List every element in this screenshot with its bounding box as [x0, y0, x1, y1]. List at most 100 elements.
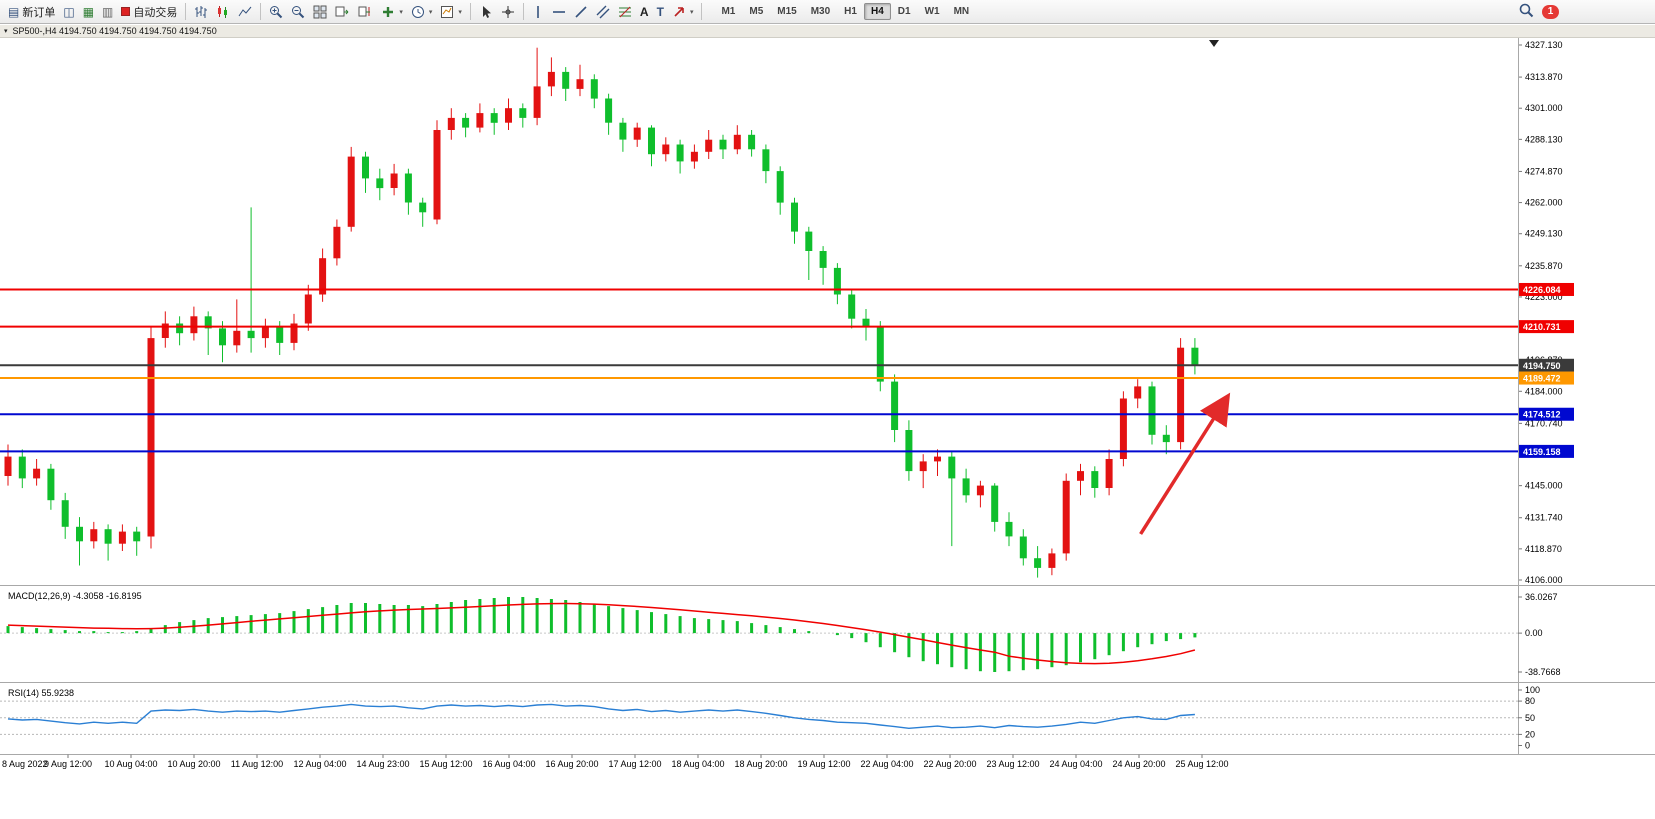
candlesticks [4, 47, 1199, 578]
fibonacci-icon [618, 5, 632, 19]
svg-text:16 Aug 20:00: 16 Aug 20:00 [545, 759, 598, 769]
svg-text:16 Aug 04:00: 16 Aug 04:00 [482, 759, 535, 769]
crosshair-button[interactable] [497, 1, 519, 22]
svg-text:4288.130: 4288.130 [1525, 134, 1563, 144]
svg-text:4106.000: 4106.000 [1525, 575, 1563, 585]
data-window-icon: ▥ [102, 4, 114, 19]
svg-text:22 Aug 04:00: 22 Aug 04:00 [860, 759, 913, 769]
svg-text:24 Aug 20:00: 24 Aug 20:00 [1112, 759, 1165, 769]
zoom-in-icon [269, 5, 283, 19]
toolbar-separator [185, 3, 187, 20]
chevron-down-icon: ▾ [689, 8, 694, 16]
arrows-tool-button[interactable]: ▾ [668, 1, 698, 22]
price-axis[interactable]: 4327.130 4313.870 4301.000 4288.130 4274.870… [1518, 40, 1563, 585]
svg-text:17 Aug 12:00: 17 Aug 12:00 [608, 759, 661, 769]
horizontal-line-button[interactable] [548, 1, 570, 22]
zoom-out-button[interactable] [287, 1, 309, 22]
timeframe-H4[interactable]: H4 [863, 3, 891, 20]
trend-arrow[interactable] [1139, 392, 1231, 535]
tile-windows-button[interactable] [309, 1, 331, 22]
svg-text:4301.000: 4301.000 [1525, 103, 1563, 113]
notification-badge[interactable]: 1 [1542, 4, 1559, 19]
toolbar-separator [701, 3, 703, 20]
chart-title: SP500-,H4 4194.750 4194.750 4194.750 419… [12, 26, 217, 36]
indicators-button[interactable]: ▾ [377, 1, 407, 22]
toolbar-separator [522, 3, 524, 20]
panel-separators[interactable] [0, 38, 1655, 755]
timeframe-W1[interactable]: W1 [924, 6, 940, 17]
svg-text:4249.130: 4249.130 [1525, 229, 1563, 239]
tile-windows-icon [313, 5, 327, 19]
svg-text:15 Aug 12:00: 15 Aug 12:00 [419, 759, 472, 769]
new-order-button[interactable]: ▤ 新订单 [4, 1, 59, 22]
search-icon[interactable] [1519, 3, 1534, 21]
chevron-down-icon: ▾ [428, 8, 433, 16]
new-order-label: 新订单 [22, 6, 56, 19]
channel-button[interactable] [592, 1, 614, 22]
candlestick-chart-button[interactable] [212, 1, 234, 22]
timeframe-H1[interactable]: H1 [844, 6, 857, 17]
timeframe-D1[interactable]: D1 [897, 6, 911, 17]
bar-chart-button[interactable] [190, 1, 212, 22]
main-toolbar: ▤ 新订单 ◫ ▦ ▥ 自动交易 ▾ ▾ ▾ A T ▾ M1 M5 M15 M30 H… [0, 0, 1655, 24]
svg-text:4327.130: 4327.130 [1525, 40, 1563, 50]
svg-text:100: 100 [1525, 685, 1540, 695]
text-tool-button[interactable]: A [636, 1, 653, 22]
trendline-button[interactable] [570, 1, 592, 22]
svg-text:18 Aug 04:00: 18 Aug 04:00 [671, 759, 724, 769]
auto-scroll-button[interactable] [331, 1, 354, 22]
svg-text:4313.870: 4313.870 [1525, 72, 1563, 82]
periods-button[interactable]: ▾ [407, 1, 437, 22]
line-chart-button[interactable] [234, 1, 256, 22]
svg-text:4223.000: 4223.000 [1525, 292, 1563, 302]
svg-text:10 Aug 20:00: 10 Aug 20:00 [167, 759, 220, 769]
templates-button[interactable]: ▾ [436, 1, 466, 22]
fibonacci-button[interactable] [614, 1, 636, 22]
svg-text:4189.472: 4189.472 [1523, 374, 1561, 384]
timeframe-MN[interactable]: MN [953, 6, 970, 17]
svg-text:4274.870: 4274.870 [1525, 166, 1563, 176]
vertical-line-button[interactable] [528, 1, 548, 22]
label-tool-button[interactable]: T [653, 1, 668, 22]
svg-text:14 Aug 23:00: 14 Aug 23:00 [356, 759, 409, 769]
horizontal-lines[interactable] [0, 288, 1518, 453]
rsi-label: RSI(14) 55.9238 [8, 688, 74, 698]
chart-titlebar[interactable]: ▾ SP500-,H4 4194.750 4194.750 4194.750 4… [0, 25, 1655, 38]
svg-text:9 Aug 12:00: 9 Aug 12:00 [44, 759, 92, 769]
label-tool-icon: T [656, 4, 664, 19]
market-watch-button[interactable]: ▦ [79, 1, 98, 22]
timeframe-M5[interactable]: M5 [749, 6, 764, 17]
macd-label: MACD(12,26,9) -4.3058 -16.8195 [8, 591, 142, 601]
chart-shift-marker[interactable] [1209, 40, 1219, 47]
crosshair-icon [501, 5, 515, 19]
timeframe-M15[interactable]: M15 [777, 6, 797, 17]
svg-text:12 Aug 04:00: 12 Aug 04:00 [293, 759, 346, 769]
auto-scroll-icon [335, 5, 350, 19]
svg-text:4194.750: 4194.750 [1523, 361, 1561, 371]
svg-text:24 Aug 04:00: 24 Aug 04:00 [1049, 759, 1102, 769]
clock-icon [411, 5, 425, 19]
timeframe-M1[interactable]: M1 [721, 6, 736, 17]
navigator-button[interactable]: ◫ [59, 1, 78, 22]
window-menu-icon: ▾ [4, 28, 8, 35]
timeframe-M30[interactable]: M30 [810, 6, 831, 17]
svg-text:8 Aug 2022: 8 Aug 2022 [2, 759, 48, 769]
svg-text:50: 50 [1525, 713, 1535, 723]
svg-text:0.00: 0.00 [1525, 628, 1543, 638]
svg-text:4210.731: 4210.731 [1523, 322, 1561, 332]
line-chart-icon [238, 5, 252, 19]
cursor-button[interactable] [475, 1, 497, 22]
autotrading-button[interactable]: 自动交易 [117, 1, 181, 22]
autotrading-icon [121, 7, 131, 16]
horizontal-line-icon [552, 5, 566, 19]
chart-shift-button[interactable] [354, 1, 377, 22]
svg-text:4170.740: 4170.740 [1525, 418, 1563, 428]
chart-canvas[interactable]: 4327.130 4313.870 4301.000 4288.130 4274.870… [0, 38, 1655, 819]
indicators-icon [381, 5, 395, 19]
chevron-down-icon: ▾ [399, 8, 403, 16]
zoom-in-button[interactable] [265, 1, 287, 22]
toolbar-separator [260, 3, 262, 20]
data-window-button[interactable]: ▥ [98, 1, 117, 22]
